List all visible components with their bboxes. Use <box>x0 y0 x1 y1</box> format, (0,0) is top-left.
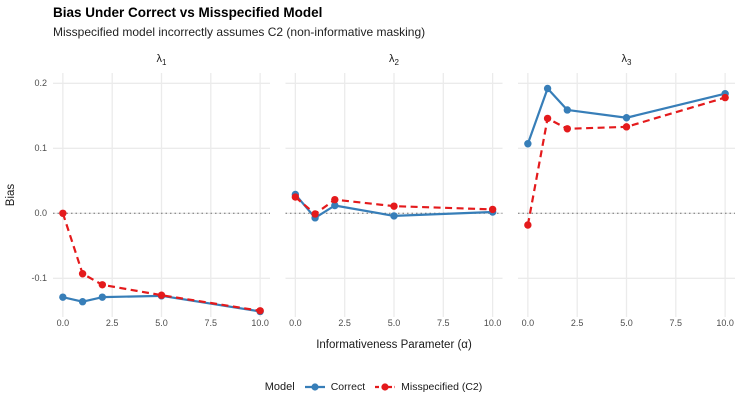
legend: Model Correct Misspecified (C2) <box>0 380 747 394</box>
facet-label-subscript: 1 <box>162 58 167 68</box>
data-point-correct <box>390 212 398 220</box>
data-point-misspecified <box>291 193 300 201</box>
y-tick-label: 0.2 <box>34 77 47 88</box>
y-axis-title: Bias <box>5 183 17 207</box>
chart-subtitle: Misspecified model incorrectly assumes C… <box>53 25 426 39</box>
facet-strip-lambda3: λ3 <box>518 53 735 67</box>
x-tick-label: 7.5 <box>204 318 218 328</box>
data-point-correct <box>78 298 87 306</box>
data-point-misspecified <box>543 114 552 123</box>
x-tick-label: 7.5 <box>669 318 683 328</box>
data-point-misspecified <box>721 93 729 102</box>
data-point-correct <box>59 293 67 301</box>
data-point-misspecified <box>488 205 497 214</box>
data-point-misspecified <box>157 291 166 299</box>
facet-strip-lambda1: λ1 <box>53 53 270 67</box>
x-tick-label: 0.0 <box>56 318 70 328</box>
chart-title: Bias Under Correct vs Misspecified Model <box>53 5 323 20</box>
x-tick-label: 5.0 <box>387 318 401 328</box>
y-tick-label: 0.1 <box>34 142 47 153</box>
data-point-correct <box>563 106 572 114</box>
facet-label: λ <box>389 53 395 65</box>
x-tick-label: 10.0 <box>716 318 734 328</box>
legend-key-correct-icon <box>304 383 325 391</box>
legend-key-misspecified-icon <box>375 383 396 391</box>
facet-label: λ <box>621 53 628 65</box>
data-point-correct <box>331 201 339 210</box>
x-tick-label: 5.0 <box>620 318 633 328</box>
data-point-misspecified <box>59 209 67 217</box>
data-point-misspecified <box>78 270 87 278</box>
data-point-correct <box>622 114 631 122</box>
x-tick-label: 7.5 <box>437 318 450 328</box>
data-point-misspecified <box>98 281 107 289</box>
facet-label-subscript: 2 <box>394 58 399 68</box>
x-tick-label: 2.5 <box>570 318 584 328</box>
x-tick-label: 5.0 <box>155 318 168 328</box>
facet-label: λ <box>156 53 163 65</box>
legend-entry-misspecified: Misspecified (C2) <box>374 380 482 394</box>
legend-entry-label-correct: Correct <box>330 381 366 393</box>
x-axis-title: Informativeness Parameter (α) <box>316 339 472 351</box>
data-point-misspecified <box>311 210 319 218</box>
x-tick-label: 10.0 <box>483 318 502 328</box>
data-point-misspecified <box>256 307 264 315</box>
data-point-misspecified <box>563 125 572 133</box>
facet-label-subscript: 3 <box>627 58 632 68</box>
x-tick-label: 10.0 <box>251 318 269 328</box>
legend-entry-correct: Correct <box>304 380 365 394</box>
data-point-correct <box>524 140 532 148</box>
x-tick-label: 0.0 <box>289 318 302 328</box>
facet-strip-lambda2: λ2 <box>286 53 503 67</box>
legend-title: Model <box>264 381 295 393</box>
y-tick-label: 0.0 <box>34 207 47 218</box>
x-tick-label: 2.5 <box>105 318 119 328</box>
legend-entry-label-misspecified: Misspecified (C2) <box>401 381 483 393</box>
y-tick-label: -0.1 <box>31 272 47 283</box>
data-point-misspecified <box>331 195 339 204</box>
data-point-misspecified <box>622 123 631 131</box>
x-tick-label: 2.5 <box>338 318 351 328</box>
x-tick-label: 0.0 <box>521 318 535 328</box>
data-point-correct <box>98 293 107 301</box>
data-point-correct <box>543 84 552 93</box>
data-point-misspecified <box>390 202 398 210</box>
data-point-misspecified <box>524 221 532 229</box>
